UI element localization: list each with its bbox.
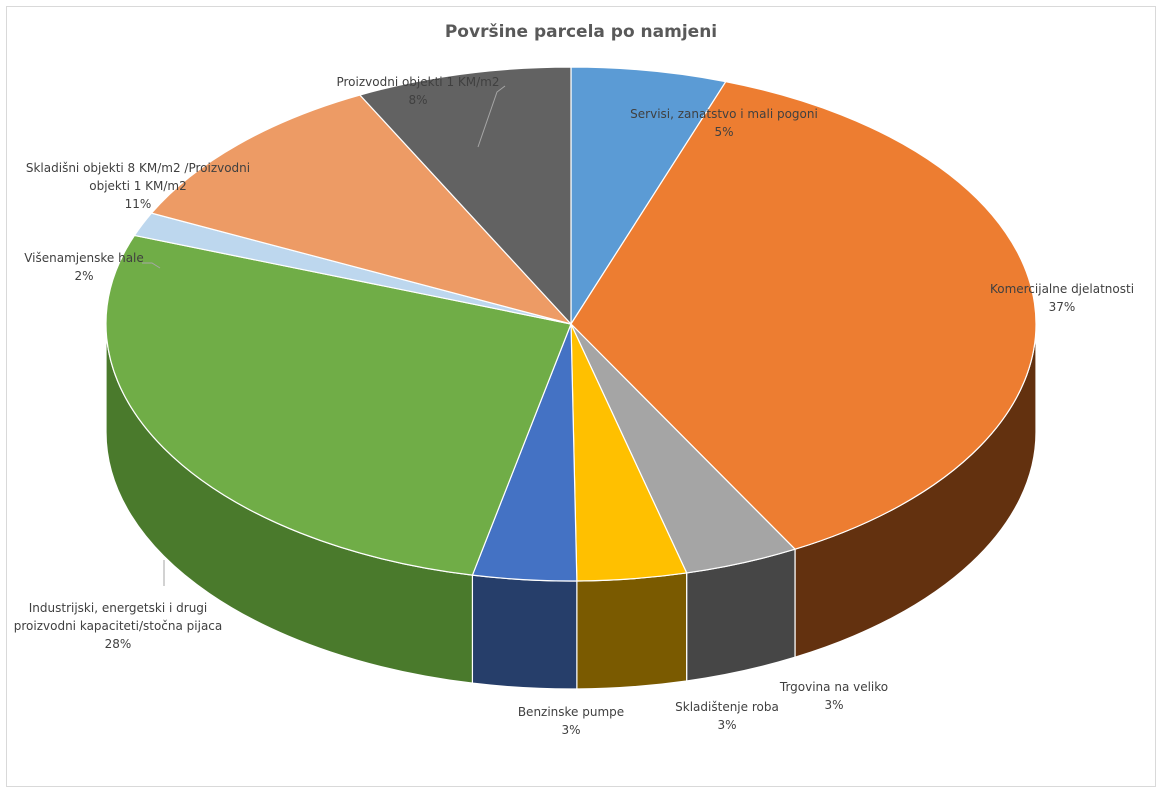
data-label-percent: 28% xyxy=(105,637,132,651)
data-label-0: Servisi, zanatstvo i mali pogoni 5% xyxy=(630,107,818,139)
pie-slice-side-3 xyxy=(576,572,688,690)
data-label-percent: 2% xyxy=(74,269,93,283)
data-label-text: proizvodni kapaciteti/stočna pijaca xyxy=(14,619,223,633)
data-label-text: Servisi, zanatstvo i mali pogoni xyxy=(630,107,818,121)
data-label-8: Proizvodni objekti 1 KM/m2 8% xyxy=(336,75,499,107)
data-label-text: Industrijski, energetski i drugi xyxy=(29,601,208,615)
pie-slice-0 xyxy=(570,66,727,325)
data-label-text: Skladišni objekti 8 KM/m2 /Proizvodni xyxy=(26,161,250,175)
pie-slice-1 xyxy=(570,81,1037,550)
data-label-percent: 3% xyxy=(824,698,843,712)
data-label-percent: 37% xyxy=(1049,300,1076,314)
leader-line-8 xyxy=(477,85,506,148)
data-label-text: Benzinske pumpe xyxy=(518,705,624,719)
pie-side-group xyxy=(105,323,1037,690)
pie-slice-7 xyxy=(150,94,572,325)
pie-slice-5 xyxy=(105,234,572,576)
data-label-text: Skladištenje roba xyxy=(675,700,779,714)
pie-slice-side-4 xyxy=(471,574,578,690)
data-label-1: Komercijalne djelatnosti 37% xyxy=(990,282,1134,314)
data-label-4: Benzinske pumpe 3% xyxy=(518,705,624,737)
data-label-percent: 5% xyxy=(714,125,733,139)
data-label-percent: 8% xyxy=(408,93,427,107)
data-label-text: Višenamjenske hale xyxy=(24,251,144,265)
data-label-3: Skladištenje roba 3% xyxy=(675,700,779,732)
leader-line-6 xyxy=(142,262,161,269)
pie-slice-8 xyxy=(359,66,572,325)
data-label-2: Trgovina na veliko 3% xyxy=(779,680,888,712)
data-label-percent: 3% xyxy=(561,723,580,737)
data-label-text: objekti 1 KM/m2 xyxy=(89,179,187,193)
data-label-text: Proizvodni objekti 1 KM/m2 xyxy=(336,75,499,89)
pie-top-group xyxy=(105,66,1037,582)
data-label-text: Komercijalne djelatnosti xyxy=(990,282,1134,296)
data-label-percent: 3% xyxy=(717,718,736,732)
data-label-7: Skladišni objekti 8 KM/m2 /Proizvodni obj… xyxy=(26,161,250,211)
chart-title: Površine parcela po namjeni xyxy=(444,22,718,42)
data-label-5: Industrijski, energetski i drugi proizvod… xyxy=(14,601,223,651)
data-label-percent: 11% xyxy=(125,197,152,211)
data-label-6: Višenamjenske hale 2% xyxy=(24,251,144,283)
data-label-text: Trgovina na veliko xyxy=(779,680,888,694)
pie-label-group: Servisi, zanatstvo i mali pogoni 5% Komerc… xyxy=(14,75,1134,737)
